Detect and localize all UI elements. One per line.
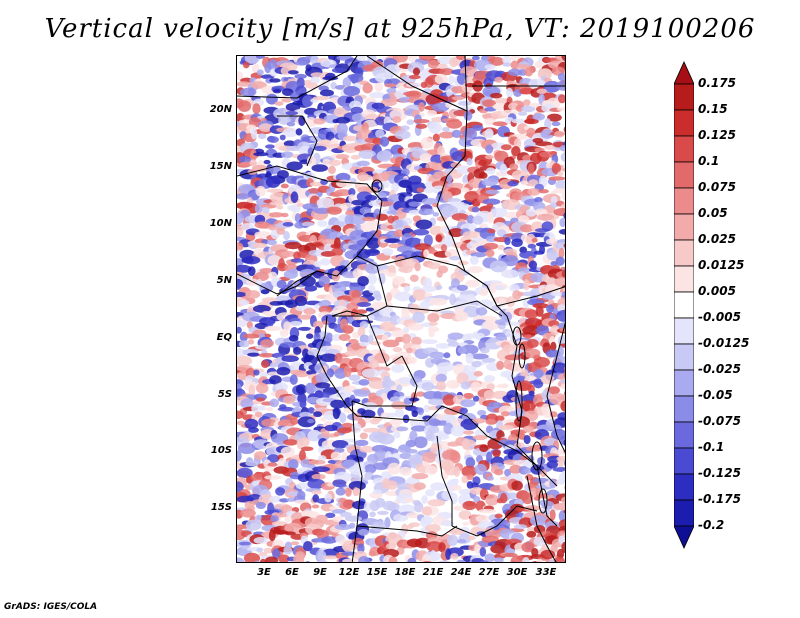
velocity-field <box>237 56 565 562</box>
country-border <box>451 505 538 537</box>
country-border <box>237 56 358 99</box>
lake-outline <box>531 441 543 471</box>
lon-label: 27E <box>478 567 500 578</box>
colorbar-tick-label: -0.0125 <box>698 336 750 350</box>
colorbar-tick-label: -0.05 <box>698 388 733 402</box>
colorbar-segment <box>674 213 694 241</box>
lake-outline <box>538 488 548 514</box>
lon-label: 12E <box>338 567 360 578</box>
lon-label: 3E <box>257 567 271 578</box>
colorbar-tick-label: 0.025 <box>698 232 736 246</box>
colorbar-segment <box>674 395 694 423</box>
colorbar-segment <box>674 109 694 137</box>
country-border <box>332 315 403 367</box>
country-border <box>331 255 388 317</box>
country-border <box>486 435 558 487</box>
colorbar-segment <box>674 369 694 397</box>
country-border <box>351 355 418 407</box>
country-border <box>356 405 488 437</box>
country-border <box>436 435 443 477</box>
lat-label: 10N <box>209 218 232 229</box>
colorbar-tick-label: -0.1 <box>698 440 725 454</box>
colorbar-segment <box>674 473 694 501</box>
country-border <box>506 315 538 467</box>
colorbar-tick-label: 0.125 <box>698 128 736 142</box>
colorbar-segment <box>674 499 694 527</box>
lon-label: 18E <box>394 567 416 578</box>
colorbar-segment <box>674 291 694 319</box>
grads-credit: GrADS: IGES/COLA <box>4 602 98 612</box>
chart-title: Vertical velocity [m/s] at 925hPa, VT: 2… <box>44 14 756 44</box>
country-border <box>376 255 508 317</box>
country-border <box>536 465 558 527</box>
country-border <box>526 475 557 562</box>
country-border <box>441 475 453 526</box>
lat-label: 15N <box>209 161 232 172</box>
country-border <box>464 56 468 112</box>
country-border <box>356 525 458 537</box>
colorbar-tick-label: -0.175 <box>698 492 741 506</box>
lat-label: 5S <box>217 389 232 400</box>
country-border <box>386 300 503 317</box>
lake-outline <box>512 326 522 346</box>
colorbar-tick-label: -0.005 <box>698 310 741 324</box>
colorbar-segment <box>674 187 694 215</box>
lat-label: 15S <box>210 502 232 513</box>
country-border <box>436 155 466 272</box>
lat-label: 5N <box>216 275 232 286</box>
colorbar-tick-label: 0.0125 <box>698 258 745 272</box>
country-border <box>351 400 363 562</box>
colorbar-min-arrow <box>674 525 694 549</box>
colorbar-tick-label: 0.05 <box>698 206 728 220</box>
country-border <box>237 270 318 295</box>
colorbar-segment <box>674 161 694 189</box>
colorbar-tick-label: 0.15 <box>698 102 728 116</box>
colorbar-segment <box>674 343 694 371</box>
lake-outline <box>518 343 526 369</box>
colorbar-segment <box>674 83 694 111</box>
lon-label: 24E <box>450 567 472 578</box>
colorbar-segment <box>674 265 694 293</box>
colorbar-segment <box>674 135 694 163</box>
lon-label: 9E <box>313 567 327 578</box>
country-border <box>366 56 468 157</box>
colorbar-max-arrow <box>674 61 694 85</box>
lon-label: 30E <box>506 567 528 578</box>
colorbar-tick-label: 0.075 <box>698 180 736 194</box>
lat-label: EQ <box>216 332 232 343</box>
colorbar-tick-label: -0.125 <box>698 466 741 480</box>
lon-label: 33E <box>535 567 557 578</box>
map-panel <box>236 55 566 563</box>
colorbar-tick-label: 0.1 <box>698 154 720 168</box>
country-border <box>546 321 565 454</box>
country-border <box>237 165 383 297</box>
lat-label: 20N <box>209 104 232 115</box>
lon-label: 6E <box>285 567 299 578</box>
lat-label: 10S <box>210 445 232 456</box>
country-border <box>277 115 318 167</box>
colorbar-tick-label: -0.2 <box>698 518 725 532</box>
colorbar-segment <box>674 421 694 449</box>
colorbar-segment <box>674 239 694 267</box>
colorbar-tick-label: 0.005 <box>698 284 736 298</box>
country-border <box>316 315 358 417</box>
lon-label: 15E <box>366 567 388 578</box>
colorbar-segment <box>674 317 694 345</box>
colorbar-tick-label: -0.075 <box>698 414 741 428</box>
lake-outline <box>515 380 523 422</box>
colorbar-segment <box>674 447 694 475</box>
colorbar <box>674 61 694 549</box>
colorbar-tick-label: 0.175 <box>698 76 736 90</box>
lon-label: 21E <box>422 567 444 578</box>
colorbar-tick-label: -0.025 <box>698 362 741 376</box>
lake-outline <box>371 179 383 193</box>
